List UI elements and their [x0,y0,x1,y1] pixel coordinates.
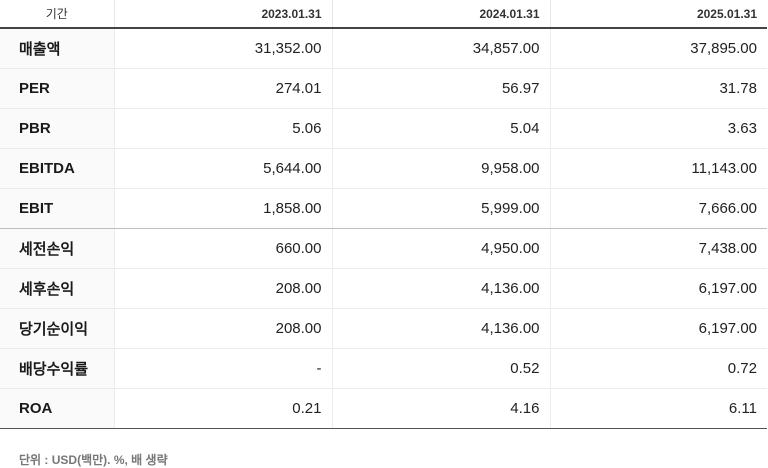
header-row: 기간 2023.01.31 2024.01.31 2025.01.31 [0,0,767,29]
header-period-2024: 2024.01.31 [331,0,550,29]
header-period-2023: 2023.01.31 [113,0,332,29]
row-label: ROA [0,388,114,429]
row-value: 56.97 [331,68,550,109]
table-row-aftertax-income: 세후손익 208.00 4,136.00 6,197.00 [0,268,767,309]
row-value: 0.52 [331,348,550,389]
row-label: EBITDA [0,148,114,189]
table-row-ebitda: EBITDA 5,644.00 9,958.00 11,143.00 [0,148,767,189]
row-value: 6.11 [549,388,767,429]
row-value: 208.00 [113,268,332,309]
row-label: 세전손익 [0,228,114,269]
row-value: 5,644.00 [113,148,332,189]
row-value: 4.16 [331,388,550,429]
row-value: 1,858.00 [113,188,332,229]
row-value: 7,438.00 [549,228,767,269]
row-label: PBR [0,108,114,149]
row-label: PER [0,68,114,109]
table-row-ebit: EBIT 1,858.00 5,999.00 7,666.00 [0,188,767,229]
row-value: 11,143.00 [549,148,767,189]
row-value: 274.01 [113,68,332,109]
row-label: EBIT [0,188,114,229]
financial-summary-table: 기간 2023.01.31 2024.01.31 2025.01.31 매출액 … [0,0,767,429]
row-value: 208.00 [113,308,332,349]
table-row-dividend-yield: 배당수익률 - 0.52 0.72 [0,348,767,389]
table-row-revenue: 매출액 31,352.00 34,857.00 37,895.00 [0,28,767,69]
header-period-2025: 2025.01.31 [549,0,767,29]
row-value: 34,857.00 [331,28,550,69]
row-value: 5.06 [113,108,332,149]
row-value: 31.78 [549,68,767,109]
row-value: 9,958.00 [331,148,550,189]
table-row-pretax-income: 세전손익 660.00 4,950.00 7,438.00 [0,228,767,269]
row-value: 6,197.00 [549,268,767,309]
row-value: 660.00 [113,228,332,269]
row-label: 배당수익률 [0,348,114,389]
row-value: 4,136.00 [331,308,550,349]
row-value: 0.21 [113,388,332,429]
header-period-label: 기간 [0,0,114,29]
table-row-net-income: 당기순이익 208.00 4,136.00 6,197.00 [0,308,767,349]
row-value: 3.63 [549,108,767,149]
table-body: 매출액 31,352.00 34,857.00 37,895.00 PER 27… [0,28,767,429]
row-value: 5,999.00 [331,188,550,229]
row-value: 6,197.00 [549,308,767,349]
row-label: 당기순이익 [0,308,114,349]
table-row-pbr: PBR 5.06 5.04 3.63 [0,108,767,149]
row-value: - [113,348,332,389]
row-value: 37,895.00 [549,28,767,69]
unit-footnote: 단위 : USD(백만). %, 배 생략 [19,453,168,467]
row-value: 7,666.00 [549,188,767,229]
row-value: 5.04 [331,108,550,149]
table-row-per: PER 274.01 56.97 31.78 [0,68,767,109]
row-value: 4,950.00 [331,228,550,269]
row-value: 4,136.00 [331,268,550,309]
table-row-roa: ROA 0.21 4.16 6.11 [0,388,767,429]
table-header: 기간 2023.01.31 2024.01.31 2025.01.31 [0,0,767,29]
row-label: 매출액 [0,28,114,69]
row-value: 31,352.00 [113,28,332,69]
row-label: 세후손익 [0,268,114,309]
row-value: 0.72 [549,348,767,389]
